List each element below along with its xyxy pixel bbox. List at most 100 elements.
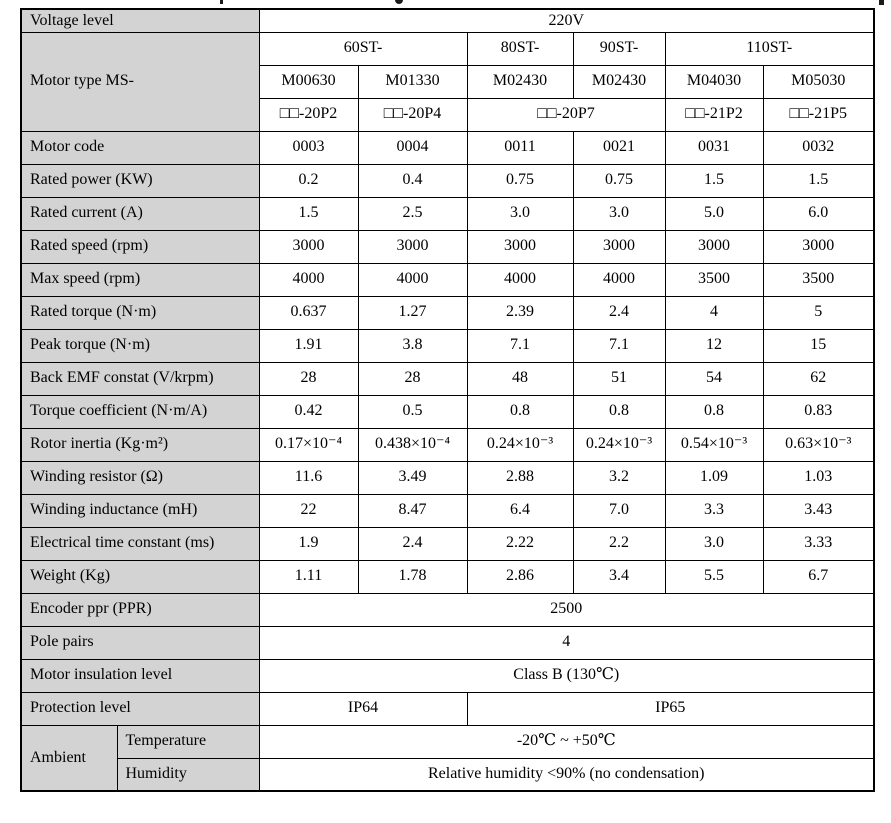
series-60st: 60ST- (258, 31, 468, 66)
spec-cell: 0032 (762, 130, 875, 165)
temperature-label: Temperature (116, 724, 260, 759)
spec-cell: 0.75 (466, 163, 574, 198)
row-insulation-level: Motor insulation level Class B (130℃) (20, 658, 875, 693)
spec-cell: 3.0 (572, 196, 666, 231)
spec-cell: 0.42 (258, 394, 359, 429)
row-rated-torque: Rated torque (N·m) 0.637 1.27 2.39 2.4 4… (20, 295, 875, 330)
pole-pairs-value: 4 (258, 625, 875, 660)
spec-cell: 1.27 (357, 295, 468, 330)
spec-cell: 54 (664, 361, 764, 396)
drive-spec-cell: □□-20P4 (357, 97, 468, 132)
spec-cell: 12 (664, 328, 764, 363)
spec-cell: 6.4 (466, 493, 574, 528)
drive-spec-cell: □□-21P5 (762, 97, 875, 132)
row-rated-current: Rated current (A) 1.5 2.5 3.0 3.0 5.0 6.… (20, 196, 875, 231)
model-cell: M04030 (664, 64, 764, 99)
insulation-level-value: Class B (130℃) (258, 658, 875, 693)
spec-cell: 1.5 (664, 163, 764, 198)
spec-cell: 3000 (357, 229, 468, 264)
spec-cell: 1.91 (258, 328, 359, 363)
spec-cell: 2.39 (466, 295, 574, 330)
spec-row-label: Pole pairs (20, 625, 260, 660)
spec-cell: 0.438×10⁻⁴ (357, 427, 468, 462)
row-winding-inductance: Winding inductance (mH) 22 8.47 6.4 7.0 … (20, 493, 875, 528)
model-cell: M05030 (762, 64, 875, 99)
spec-cell: 3500 (762, 262, 875, 297)
row-rated-power: Rated power (KW) 0.2 0.4 0.75 0.75 1.5 1… (20, 163, 875, 198)
spec-cell: 2.22 (466, 526, 574, 561)
spec-cell: 11.6 (258, 460, 359, 495)
drive-spec-cell: □□-21P2 (664, 97, 764, 132)
row-motor-code: Motor code 0003 0004 0011 0021 0031 0032 (20, 130, 875, 165)
spec-cell: 3000 (258, 229, 359, 264)
cropped-glyph (395, 0, 403, 4)
row-rotor-inertia: Rotor inertia (Kg·m²) 0.17×10⁻⁴ 0.438×10… (20, 427, 875, 462)
spec-cell: 3.3 (664, 493, 764, 528)
spec-row-label: Torque coefficient (N·m/A) (20, 394, 260, 429)
spec-cell: 2.2 (572, 526, 666, 561)
row-ambient-temperature: Ambient Temperature -20℃ ~ +50℃ (20, 724, 875, 792)
spec-cell: 1.09 (664, 460, 764, 495)
row-peak-torque: Peak torque (N·m) 1.91 3.8 7.1 7.1 12 15 (20, 328, 875, 363)
model-cell: M01330 (357, 64, 468, 99)
spec-cell: 5.0 (664, 196, 764, 231)
spec-cell: 1.5 (762, 163, 875, 198)
spec-row-label: Rated speed (rpm) (20, 229, 260, 264)
spec-cell: 3.8 (357, 328, 468, 363)
row-label-voltage-level: Voltage level (20, 8, 260, 33)
spec-cell: 0021 (572, 130, 666, 165)
row-max-speed: Max speed (rpm) 4000 4000 4000 4000 3500… (20, 262, 875, 297)
spec-cell: 7.1 (466, 328, 574, 363)
spec-row-label: Back EMF constat (V/krpm) (20, 361, 260, 396)
spec-row-label: Electrical time constant (ms) (20, 526, 260, 561)
row-label-motor-type: Motor type MS- (20, 31, 260, 132)
spec-cell: 0004 (357, 130, 468, 165)
spec-cell: 0011 (466, 130, 574, 165)
spec-cell: 0.75 (572, 163, 666, 198)
row-voltage-level: Voltage level 220V (20, 8, 875, 33)
row-protection-level: Protection level IP64 IP65 (20, 691, 875, 726)
model-cell: M02430 (466, 64, 574, 99)
humidity-label: Humidity (116, 757, 260, 792)
spec-cell: 3000 (466, 229, 574, 264)
spec-cell: 0.8 (466, 394, 574, 429)
spec-row-label: Rated power (KW) (20, 163, 260, 198)
spec-cell: 3.0 (466, 196, 574, 231)
spec-cell: 0.24×10⁻³ (572, 427, 666, 462)
spec-cell: 4000 (357, 262, 468, 297)
spec-cell: 3.0 (664, 526, 764, 561)
spec-cell: 8.47 (357, 493, 468, 528)
series-110st: 110ST- (664, 31, 875, 66)
spec-cell: 3000 (572, 229, 666, 264)
spec-cell: 0.24×10⁻³ (466, 427, 574, 462)
drive-spec-cell: □□-20P2 (258, 97, 359, 132)
drive-spec-cell: □□-20P7 (466, 97, 666, 132)
spec-cell: 5 (762, 295, 875, 330)
row-electrical-time-constant: Electrical time constant (ms) 1.9 2.4 2.… (20, 526, 875, 561)
spec-cell: 2.86 (466, 559, 574, 594)
cropped-glyph (220, 0, 223, 4)
spec-cell: 0.63×10⁻³ (762, 427, 875, 462)
spec-cell: 0.54×10⁻³ (664, 427, 764, 462)
spec-cell: 51 (572, 361, 666, 396)
voltage-value: 220V (258, 8, 875, 33)
spec-row-label: Rotor inertia (Kg·m²) (20, 427, 260, 462)
series-90st: 90ST- (572, 31, 666, 66)
cropped-glyph (879, 0, 884, 5)
row-encoder-ppr: Encoder ppr (PPR) 2500 (20, 592, 875, 627)
spec-row-label: Max speed (rpm) (20, 262, 260, 297)
spec-cell: 0.637 (258, 295, 359, 330)
spec-cell: 48 (466, 361, 574, 396)
spec-row-label: Weight (Kg) (20, 559, 260, 594)
spec-cell: 5.5 (664, 559, 764, 594)
spec-cell: 1.5 (258, 196, 359, 231)
spec-cell: 0.83 (762, 394, 875, 429)
spec-cell: 1.78 (357, 559, 468, 594)
spec-cell: 4 (664, 295, 764, 330)
spec-cell: 0003 (258, 130, 359, 165)
ambient-label: Ambient (20, 724, 118, 792)
spec-cell: 28 (258, 361, 359, 396)
spec-row-label: Winding inductance (mH) (20, 493, 260, 528)
spec-row-label: Rated current (A) (20, 196, 260, 231)
